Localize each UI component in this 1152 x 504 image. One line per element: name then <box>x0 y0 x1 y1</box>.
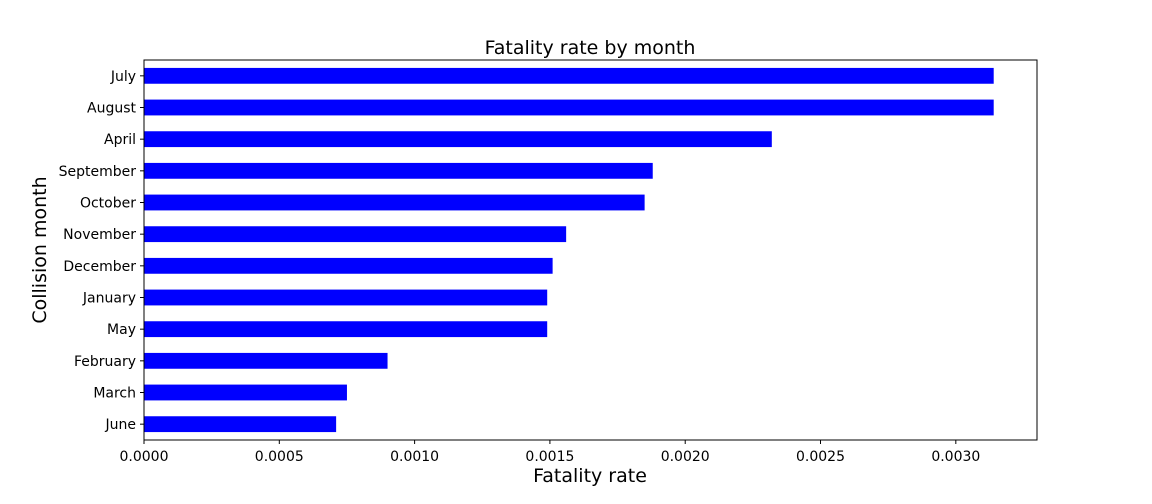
bar-september <box>144 162 653 179</box>
bar-november <box>144 226 567 243</box>
y-tick-label: September <box>59 164 137 180</box>
y-tick-label: November <box>63 227 136 243</box>
bar-march <box>144 384 347 401</box>
y-tick-label: February <box>74 354 136 370</box>
x-tick-label: 0.0030 <box>931 449 980 465</box>
y-axis-label: Collision month <box>29 176 51 323</box>
y-tick-label: June <box>105 417 137 433</box>
bar-february <box>144 352 388 369</box>
x-tick-label: 0.0025 <box>796 449 845 465</box>
x-tick-label: 0.0015 <box>525 449 574 465</box>
bar-july <box>144 67 994 84</box>
y-tick-label: August <box>87 101 137 117</box>
y-tick-label: December <box>63 259 136 275</box>
y-tick-label: March <box>93 386 136 402</box>
bar-may <box>144 321 548 338</box>
y-tick-label: July <box>110 69 136 85</box>
bar-june <box>144 416 337 433</box>
plot-area-frame <box>143 59 1038 441</box>
x-tick-label: 0.0010 <box>390 449 439 465</box>
x-tick-label: 0.0000 <box>120 449 169 465</box>
y-tick-label: May <box>107 322 136 338</box>
y-tick-label: October <box>80 196 136 212</box>
y-axis-ticks: July August April September October November D… <box>59 69 144 433</box>
x-axis-ticks: 0.0000 0.0005 0.0010 0.0015 0.0020 0.0025 0.00… <box>120 440 980 465</box>
bar-august <box>144 99 994 116</box>
chart-title: Fatality rate by month <box>485 37 696 59</box>
bar-december <box>144 257 553 274</box>
y-tick-label: January <box>82 291 136 307</box>
bar-october <box>144 194 645 211</box>
bars-group <box>144 67 994 433</box>
bar-january <box>144 289 548 306</box>
y-tick-label: April <box>104 132 136 148</box>
x-tick-label: 0.0020 <box>661 449 710 465</box>
bar-april <box>144 131 772 148</box>
x-tick-label: 0.0005 <box>255 449 304 465</box>
x-axis-label: Fatality rate <box>533 465 647 487</box>
